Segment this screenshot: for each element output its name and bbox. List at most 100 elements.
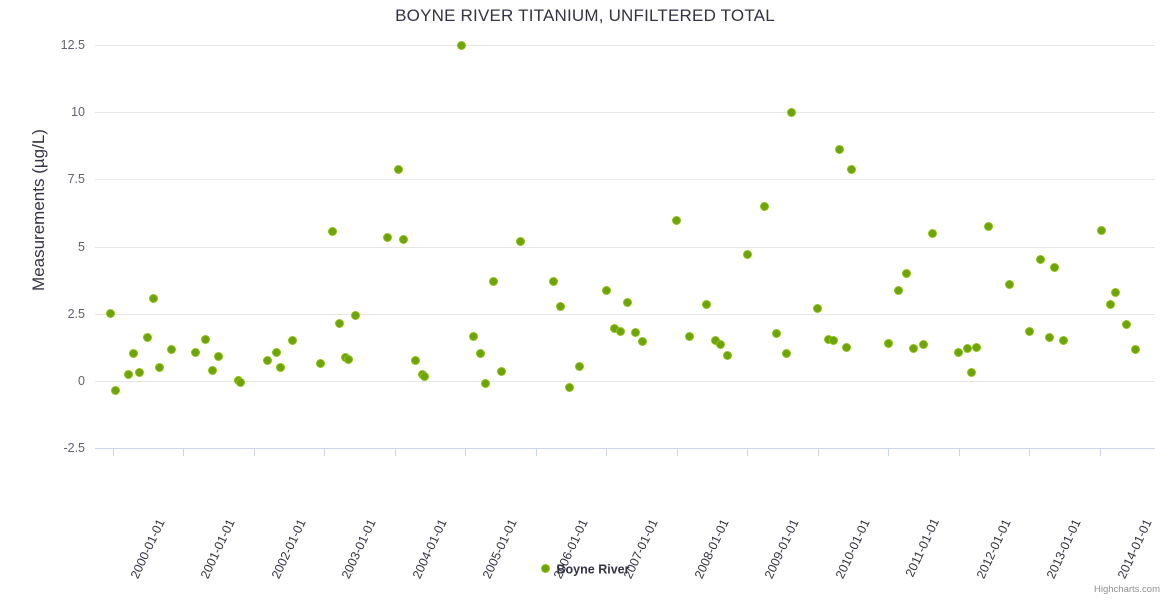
data-point[interactable] [894,286,904,296]
gridline [95,380,1155,382]
highcharts-credits[interactable]: Highcharts.com [1094,584,1160,595]
data-point[interactable] [335,318,345,328]
data-point[interactable] [967,368,977,378]
data-point[interactable] [565,383,575,393]
chart-legend[interactable]: Boyne River [0,562,1170,577]
chart-title: BOYNE RIVER TITANIUM, UNFILTERED TOTAL [395,6,775,25]
data-point[interactable] [701,299,711,309]
data-point[interactable] [383,232,393,242]
data-point[interactable] [631,327,641,337]
data-point[interactable] [847,165,857,175]
data-point[interactable] [601,286,611,296]
x-axis-tick-mark [465,449,467,456]
data-point[interactable] [393,165,403,175]
data-point[interactable] [398,235,408,245]
data-point[interactable] [1024,326,1034,336]
data-point[interactable] [622,298,632,308]
data-point[interactable] [411,356,421,366]
data-point[interactable] [191,348,201,358]
data-point[interactable] [275,362,285,372]
plot-area [95,40,1155,449]
data-point[interactable] [1096,225,1106,235]
data-point[interactable] [236,377,246,387]
data-point[interactable] [106,309,116,319]
data-point[interactable] [548,276,558,286]
data-point[interactable] [149,294,159,304]
data-point[interactable] [1058,336,1068,346]
data-point[interactable] [287,336,297,346]
data-point[interactable] [213,352,223,362]
data-point[interactable] [110,385,120,395]
x-axis-tick-mark [112,449,114,456]
y-axis-tick-label: 10 [71,105,85,120]
data-point[interactable] [1111,287,1120,297]
data-point[interactable] [908,344,918,354]
data-point[interactable] [962,344,972,354]
data-point[interactable] [954,348,964,358]
data-point[interactable] [834,145,844,155]
data-point[interactable] [841,342,851,352]
data-point[interactable] [123,369,133,379]
data-point[interactable] [723,350,733,360]
y-axis-tick-label: 7.5 [67,172,85,187]
data-point[interactable] [1005,279,1015,289]
y-axis-title: Measurements (µg/L) [29,129,48,291]
data-point[interactable] [786,107,796,117]
gridline [95,112,1155,114]
data-point[interactable] [316,358,326,368]
data-point[interactable] [1044,333,1054,343]
data-point[interactable] [901,268,911,278]
data-point[interactable] [476,349,486,359]
data-point[interactable] [419,372,429,382]
data-point[interactable] [343,354,353,364]
data-point[interactable] [497,366,507,376]
data-point[interactable] [1106,299,1116,309]
data-point[interactable] [555,302,565,312]
x-axis-tick-mark [535,449,537,456]
data-point[interactable] [828,336,838,346]
data-point[interactable] [575,361,584,371]
data-point[interactable] [208,365,218,375]
data-point[interactable] [488,276,498,286]
data-point[interactable] [972,342,982,352]
data-point[interactable] [927,228,937,238]
data-point[interactable] [457,40,467,50]
data-point[interactable] [1130,345,1140,355]
data-point[interactable] [166,345,176,355]
data-point[interactable] [742,250,752,260]
data-point[interactable] [883,338,893,348]
data-point[interactable] [685,332,695,341]
x-axis-tick-mark [253,449,255,456]
data-point[interactable] [760,201,770,211]
data-point[interactable] [351,310,361,320]
data-point[interactable] [143,333,153,343]
data-point[interactable] [129,349,139,359]
data-point[interactable] [772,329,782,339]
data-point[interactable] [328,227,338,237]
data-point[interactable] [813,303,823,313]
y-axis-tick-label: 12.5 [60,38,85,52]
data-point[interactable] [154,362,164,372]
data-point[interactable] [469,332,479,341]
data-point[interactable] [1049,263,1059,273]
x-axis-tick-mark [606,449,608,456]
data-point[interactable] [615,326,625,336]
data-point[interactable] [781,349,791,359]
data-point[interactable] [263,356,273,366]
x-axis-line [95,448,1155,449]
legend-item-label[interactable]: Boyne River [556,562,630,577]
data-point[interactable] [201,334,211,344]
x-axis-tick-mark [394,449,396,456]
data-point[interactable] [638,337,648,347]
data-point[interactable] [716,340,726,350]
data-point[interactable] [984,221,994,231]
data-point[interactable] [271,348,281,358]
data-point[interactable] [134,368,144,378]
data-point[interactable] [1035,255,1045,265]
data-point[interactable] [480,379,490,389]
data-point[interactable] [1122,319,1132,329]
gridline [95,45,1155,46]
data-point[interactable] [672,216,682,226]
data-point[interactable] [515,236,525,246]
data-point[interactable] [919,340,929,350]
